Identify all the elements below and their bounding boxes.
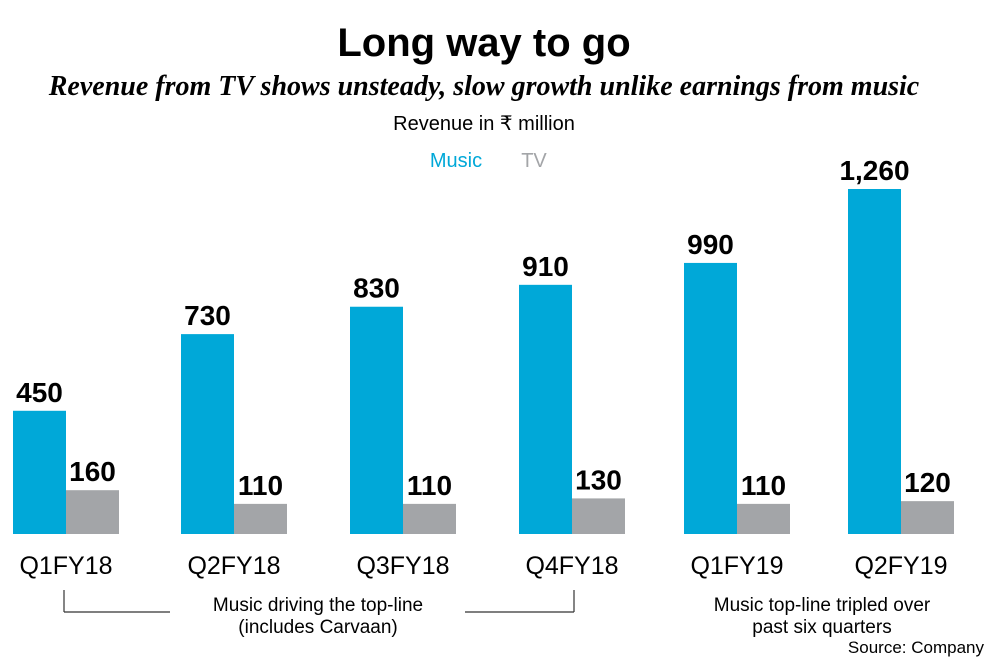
bar-tv-q3fy18 [403, 503, 456, 534]
category-label-q1fy19: Q1FY19 [690, 552, 783, 580]
bar-tv-q2fy19 [901, 501, 954, 534]
category-label-q3fy18: Q3FY18 [356, 552, 449, 580]
bar-music-q3fy18 [350, 306, 403, 534]
bar-tv-q2fy18 [234, 503, 287, 534]
value-label-tv-q3fy18: 110 [407, 470, 452, 501]
bar-music-q2fy19 [848, 189, 901, 534]
value-label-tv-q2fy18: 110 [238, 470, 283, 501]
value-label-music-q1fy18: 450 [16, 377, 63, 408]
value-label-tv-q1fy19: 110 [741, 470, 786, 501]
bars-group [13, 189, 954, 534]
bar-music-q1fy18 [13, 410, 66, 534]
value-label-music-q3fy18: 830 [353, 273, 400, 304]
legend-music: Music [430, 150, 482, 172]
source-note: Source: Company [848, 638, 985, 657]
value-label-music-q2fy19: 1,260 [839, 155, 909, 186]
bar-music-q4fy18 [519, 284, 572, 534]
right-note-line2: past six quarters [752, 617, 891, 638]
units-label: Revenue in ₹ million [393, 113, 575, 135]
bracket-note-line1: Music driving the top-line [213, 595, 423, 616]
bracket-note-line2: (includes Carvaan) [238, 617, 397, 638]
value-label-tv-q2fy19: 120 [904, 467, 951, 498]
value-labels-group: 450 160 730 110 830 110 910 130 990 110 1,260 120 [16, 155, 951, 501]
bar-tv-q4fy18 [572, 498, 625, 534]
category-labels-group: Q1FY18 Q2FY18 Q3FY18 Q4FY18 Q1FY19 Q2FY19 [19, 552, 947, 580]
category-label-q2fy18: Q2FY18 [187, 552, 280, 580]
legend-tv: TV [521, 150, 547, 172]
category-label-q1fy18: Q1FY18 [19, 552, 112, 580]
chart-subtitle: Revenue from TV shows unsteady, slow gro… [48, 71, 920, 102]
chart-title: Long way to go [337, 21, 630, 65]
category-label-q4fy18: Q4FY18 [525, 552, 618, 580]
legend: Music TV [430, 150, 548, 172]
value-label-music-q2fy18: 730 [184, 300, 231, 331]
right-note-line1: Music top-line tripled over [714, 595, 931, 616]
value-label-tv-q4fy18: 130 [575, 464, 622, 495]
bar-music-q2fy18 [181, 334, 234, 534]
bar-tv-q1fy19 [737, 503, 790, 534]
bar-music-q1fy19 [684, 262, 737, 534]
bar-tv-q1fy18 [66, 490, 119, 534]
value-label-music-q1fy19: 990 [687, 229, 734, 260]
value-label-music-q4fy18: 910 [522, 251, 569, 282]
value-label-tv-q1fy18: 160 [69, 456, 116, 487]
category-label-q2fy19: Q2FY19 [854, 552, 947, 580]
bracket [63, 590, 575, 613]
